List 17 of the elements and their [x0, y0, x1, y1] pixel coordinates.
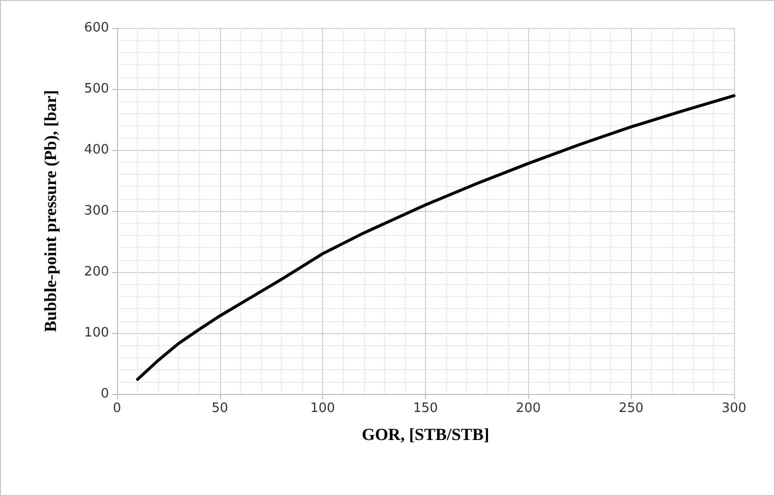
x-tick-label: 300 — [722, 401, 746, 416]
y-axis-title: Bubble-point pressure (Pb), [bar] — [41, 90, 60, 332]
x-tick-label: 100 — [310, 401, 336, 416]
x-tick-label: 0 — [112, 401, 122, 416]
y-tick-label: 300 — [84, 204, 109, 218]
x-tick-label: 150 — [413, 401, 438, 416]
x-axis-title: GOR, [STB/STB] — [362, 425, 490, 444]
line-series — [136, 94, 736, 381]
y-tick-label: 200 — [84, 264, 109, 280]
y-tick-label: 0 — [100, 386, 109, 402]
y-tick-label: 600 — [84, 20, 109, 36]
y-tick-label: 500 — [84, 82, 109, 96]
x-tick-label: 50 — [212, 401, 228, 416]
x-tick-label: 250 — [618, 401, 644, 416]
y-tick-label: 400 — [84, 142, 109, 158]
x-tick-label: 200 — [516, 401, 541, 416]
y-tick-label: 100 — [84, 326, 109, 340]
